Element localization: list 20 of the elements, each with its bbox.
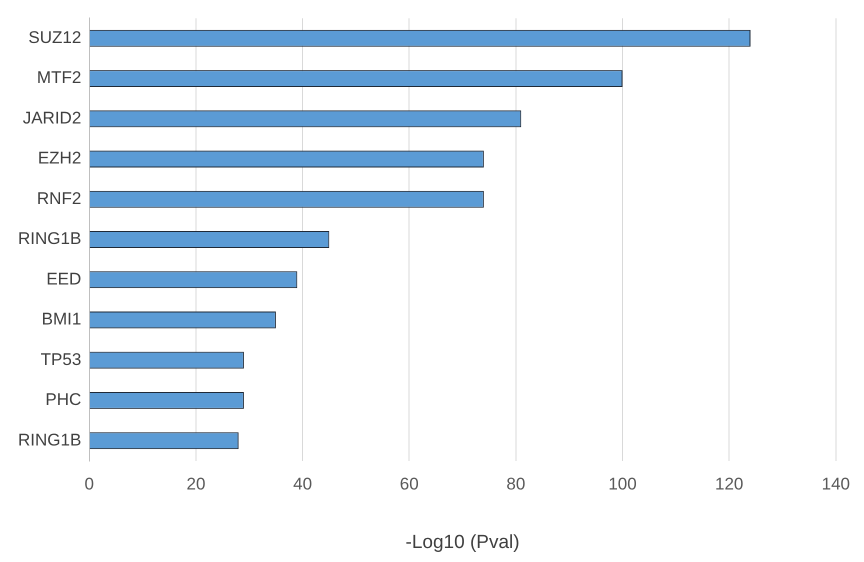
x-tick-label: 140 <box>822 474 850 494</box>
y-tick-label: MTF2 <box>36 68 82 88</box>
y-tick-label: EZH2 <box>38 148 82 168</box>
y-tick-label: RING1B <box>18 430 82 450</box>
x-tick-label: 80 <box>506 474 526 494</box>
y-tick-label: PHC <box>45 390 82 410</box>
y-tick-label: JARID2 <box>22 108 82 128</box>
x-tick-label: 100 <box>608 474 637 494</box>
y-tick-label: SUZ12 <box>28 28 82 48</box>
y-tick-label: RNF2 <box>36 188 82 208</box>
x-tick-label: 60 <box>400 474 419 494</box>
y-tick-label: TP53 <box>40 350 82 369</box>
x-tick-label: 40 <box>293 474 312 494</box>
x-tick-label: 20 <box>186 474 206 494</box>
y-tick-label: BMI1 <box>42 310 82 329</box>
x-tick-label: 120 <box>714 474 744 494</box>
x-axis-title: -Log10 (Pval) <box>406 532 520 553</box>
y-tick-label: RING1B <box>18 229 82 248</box>
x-tick-label: 0 <box>84 474 94 494</box>
y-tick-label: EED <box>46 269 82 288</box>
